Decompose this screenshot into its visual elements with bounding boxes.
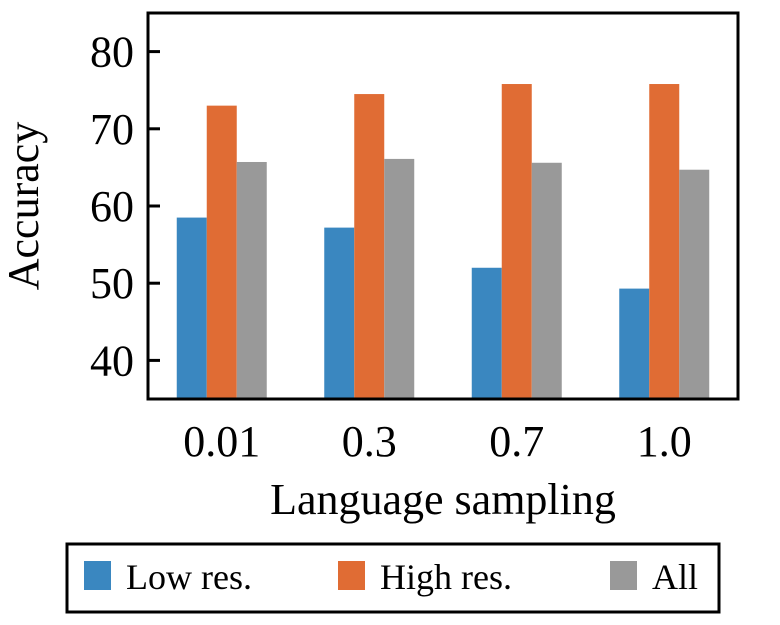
- y-tick-label: 60: [90, 182, 134, 231]
- plot-frame: [146, 11, 740, 401]
- y-tick-label: 70: [90, 105, 134, 154]
- legend-swatch: [338, 561, 365, 590]
- bar-low-res-1-0: [619, 288, 650, 399]
- y-axis-title: Accuracy: [0, 122, 48, 291]
- y-tick-label: 50: [90, 259, 134, 308]
- x-tick-label: 0.7: [489, 417, 544, 466]
- x-tick-label: 1.0: [637, 417, 692, 466]
- bar-low-res-0-7: [471, 267, 502, 399]
- bar-low-res-0-01: [176, 217, 207, 399]
- legend-label: All: [652, 557, 698, 597]
- x-tick-label: 0.3: [342, 417, 397, 466]
- bar-all-0-01: [236, 161, 267, 399]
- y-ticks: 40 50 60 70 80: [90, 28, 160, 385]
- y-tick-label: 80: [90, 28, 134, 77]
- legend-frame: [65, 542, 721, 614]
- bar-all-0-7: [531, 162, 562, 399]
- bar-high-res-0-3: [354, 94, 385, 399]
- legend-swatch: [610, 561, 637, 590]
- legend-swatch: [84, 561, 111, 590]
- bar-all-1-0: [679, 169, 710, 399]
- legend-label: Low res.: [126, 557, 252, 597]
- bar-high-res-1-0: [649, 84, 680, 400]
- bar-all-0-3: [384, 158, 415, 399]
- x-tick-labels: 0.01 0.3 0.7 1.0: [183, 417, 692, 466]
- bars: [176, 84, 710, 400]
- bar-high-res-0-01: [206, 105, 237, 399]
- x-tick-label: 0.01: [183, 417, 260, 466]
- x-axis-title: Language sampling: [270, 475, 616, 524]
- y-tick-label: 40: [90, 336, 134, 385]
- legend: Low res. High res. All: [84, 557, 698, 597]
- legend-label: High res.: [380, 557, 512, 597]
- bar-high-res-0-7: [501, 84, 532, 400]
- bar-low-res-0-3: [324, 227, 355, 399]
